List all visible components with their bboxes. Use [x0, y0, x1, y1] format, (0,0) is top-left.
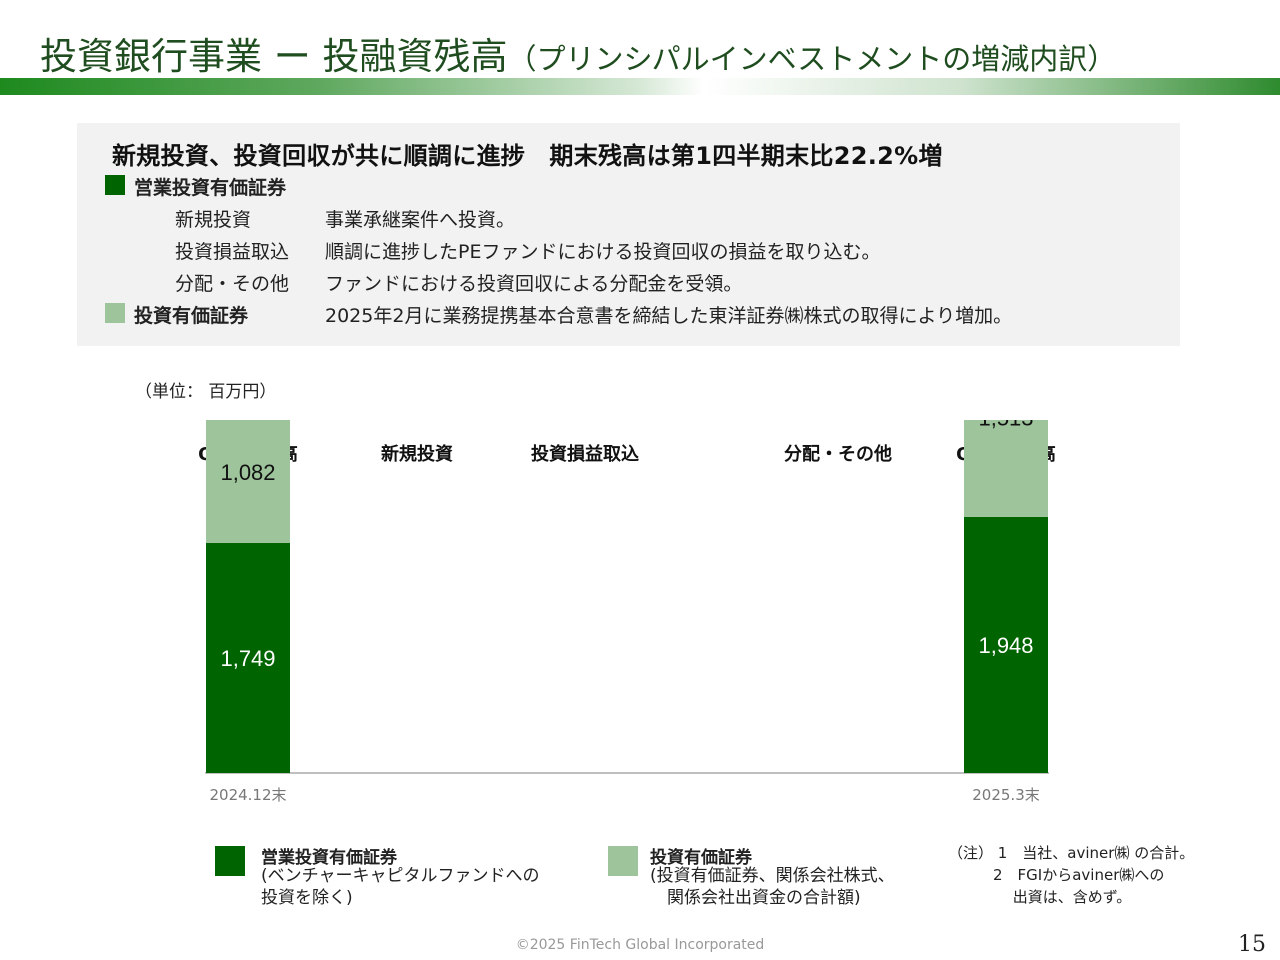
label-q2-dark: 1,948 [978, 633, 1033, 658]
row-text-pl: 順調に進捗したPEファンドにおける投資回収の損益を取り込む。 [325, 241, 881, 263]
unit-label: （単位： 百万円） [135, 382, 277, 402]
legend-light-title: 投資有価証券 [650, 848, 752, 868]
legend-dark-title: 営業投資有価証券 [261, 848, 397, 868]
waterfall-chart: Q1期末残高新規投資投資損益取込分配・その他Q2期末残高2024.12末2025… [198, 420, 1056, 804]
label-q1-light: 1,082 [220, 460, 275, 485]
summary-headline: 新規投資、投資回収が共に順調に進捗 期末残高は第1四半期末比22.2%増 [112, 142, 943, 170]
row-label-pl: 投資損益取込 [175, 241, 290, 263]
page-title-main: 投資銀行事業 ー 投融資残高 [40, 35, 508, 78]
page-title-sub: （プリンシパルインベストメントの増減内訳） [507, 42, 1117, 76]
row-text-investment-securities: 2025年2月に業務提携基本合意書を締結した東洋証券㈱株式の取得により増加。 [325, 305, 1013, 327]
light-square-icon [105, 303, 125, 323]
legend-dark-swatch [215, 846, 245, 876]
date-label-5: 2025.3末 [972, 786, 1040, 804]
legend-dark-line-1: (ベンチャーキャピタルファンドへの [261, 866, 540, 886]
note-line-2: 2 FGIからaviner㈱への [948, 866, 1165, 884]
category-label-3: 投資損益取込 [531, 443, 639, 465]
category-label-4: 分配・その他 [784, 443, 892, 465]
page-title: 投資銀行事業 ー 投融資残高（プリンシパルインベストメントの増減内訳） [40, 26, 1116, 80]
dark-square-icon [105, 175, 125, 195]
note-line-3: 出資は、含めず。 [948, 888, 1132, 906]
bar-q1-light [206, 420, 290, 544]
date-label-1: 2024.12末 [209, 786, 286, 804]
bar-q2-dark [964, 516, 1048, 773]
note-line-1: （注） 1 当社、aviner㈱ の合計。 [948, 844, 1195, 862]
row-text-distribution: ファンドにおける投資回収による分配金を受領。 [325, 273, 743, 295]
legend-light-line-1: (投資有価証券、関係会社株式、 [650, 866, 895, 886]
bar-q1-dark [206, 543, 290, 773]
label-q1-dark: 1,749 [220, 646, 275, 671]
section-investment-securities: 投資有価証券 [134, 305, 249, 327]
legend-dark-line-2: 投資を除く) [261, 888, 353, 908]
legend-light-swatch [608, 846, 638, 876]
page-number: 15 [1238, 932, 1266, 957]
label-q2-light: 1,513 [978, 420, 1033, 430]
title-gradient-bar [0, 78, 1280, 95]
legend-light-line-2: 関係会社出資金の合計額) [650, 888, 861, 908]
category-label-2: 新規投資 [381, 443, 453, 465]
copyright-footer: ©2025 FinTech Global Incorporated [515, 937, 765, 953]
row-label-distribution: 分配・その他 [175, 273, 290, 295]
summary-box: 新規投資、投資回収が共に順調に進捗 期末残高は第1四半期末比22.2%増 営業投… [77, 123, 1180, 346]
section-operational-securities: 営業投資有価証券 [134, 177, 287, 199]
row-text-new-investment: 事業承継案件へ投資。 [325, 209, 516, 231]
row-label-new-investment: 新規投資 [175, 209, 252, 231]
bar-q2-light [964, 420, 1048, 517]
